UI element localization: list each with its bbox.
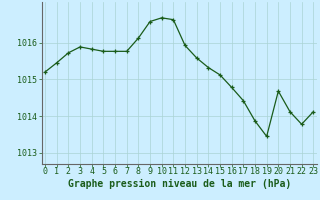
X-axis label: Graphe pression niveau de la mer (hPa): Graphe pression niveau de la mer (hPa): [68, 179, 291, 189]
